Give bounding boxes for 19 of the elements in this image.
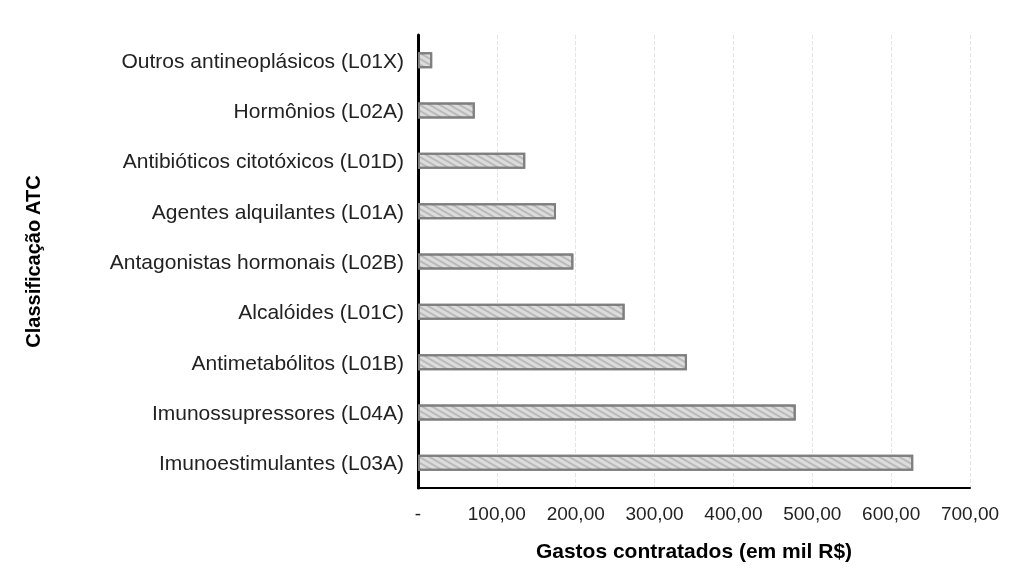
y-tick-label: Alcalóides (L01C)	[238, 300, 404, 324]
x-tick-label: 500,00	[783, 503, 842, 524]
x-tick-label: 300,00	[625, 503, 684, 524]
y-tick-label: Imunossupressores (L04A)	[151, 401, 404, 424]
y-tick-label: Hormônios (L02A)	[233, 99, 404, 122]
x-tick-label: 700,00	[940, 503, 1000, 524]
y-tick-label: Antibióticos citotóxicos (L01D)	[122, 149, 404, 173]
y-tick-label: Antagonistas hormonais (L02B)	[109, 250, 404, 273]
y-tick-label: Imunoestimulantes (L03A)	[158, 451, 404, 475]
y-tick-label: Antimetabólitos (L01B)	[191, 350, 404, 374]
x-tick-label: 400,00	[704, 503, 763, 524]
x-tick-label: 600,00	[862, 503, 921, 524]
x-tick-label: 100,00	[467, 503, 526, 524]
y-tick-label: Outros antineoplásicos (L01X)	[121, 48, 404, 72]
x-axis-title: Gastos contratados (em mil R$)	[535, 539, 853, 562]
x-tick-label: -	[414, 503, 422, 524]
y-axis-title: Classificação ATC	[22, 175, 44, 348]
x-tick-label: 200,00	[546, 503, 605, 524]
y-tick-label: Agentes alquilantes (L01A)	[151, 199, 404, 223]
